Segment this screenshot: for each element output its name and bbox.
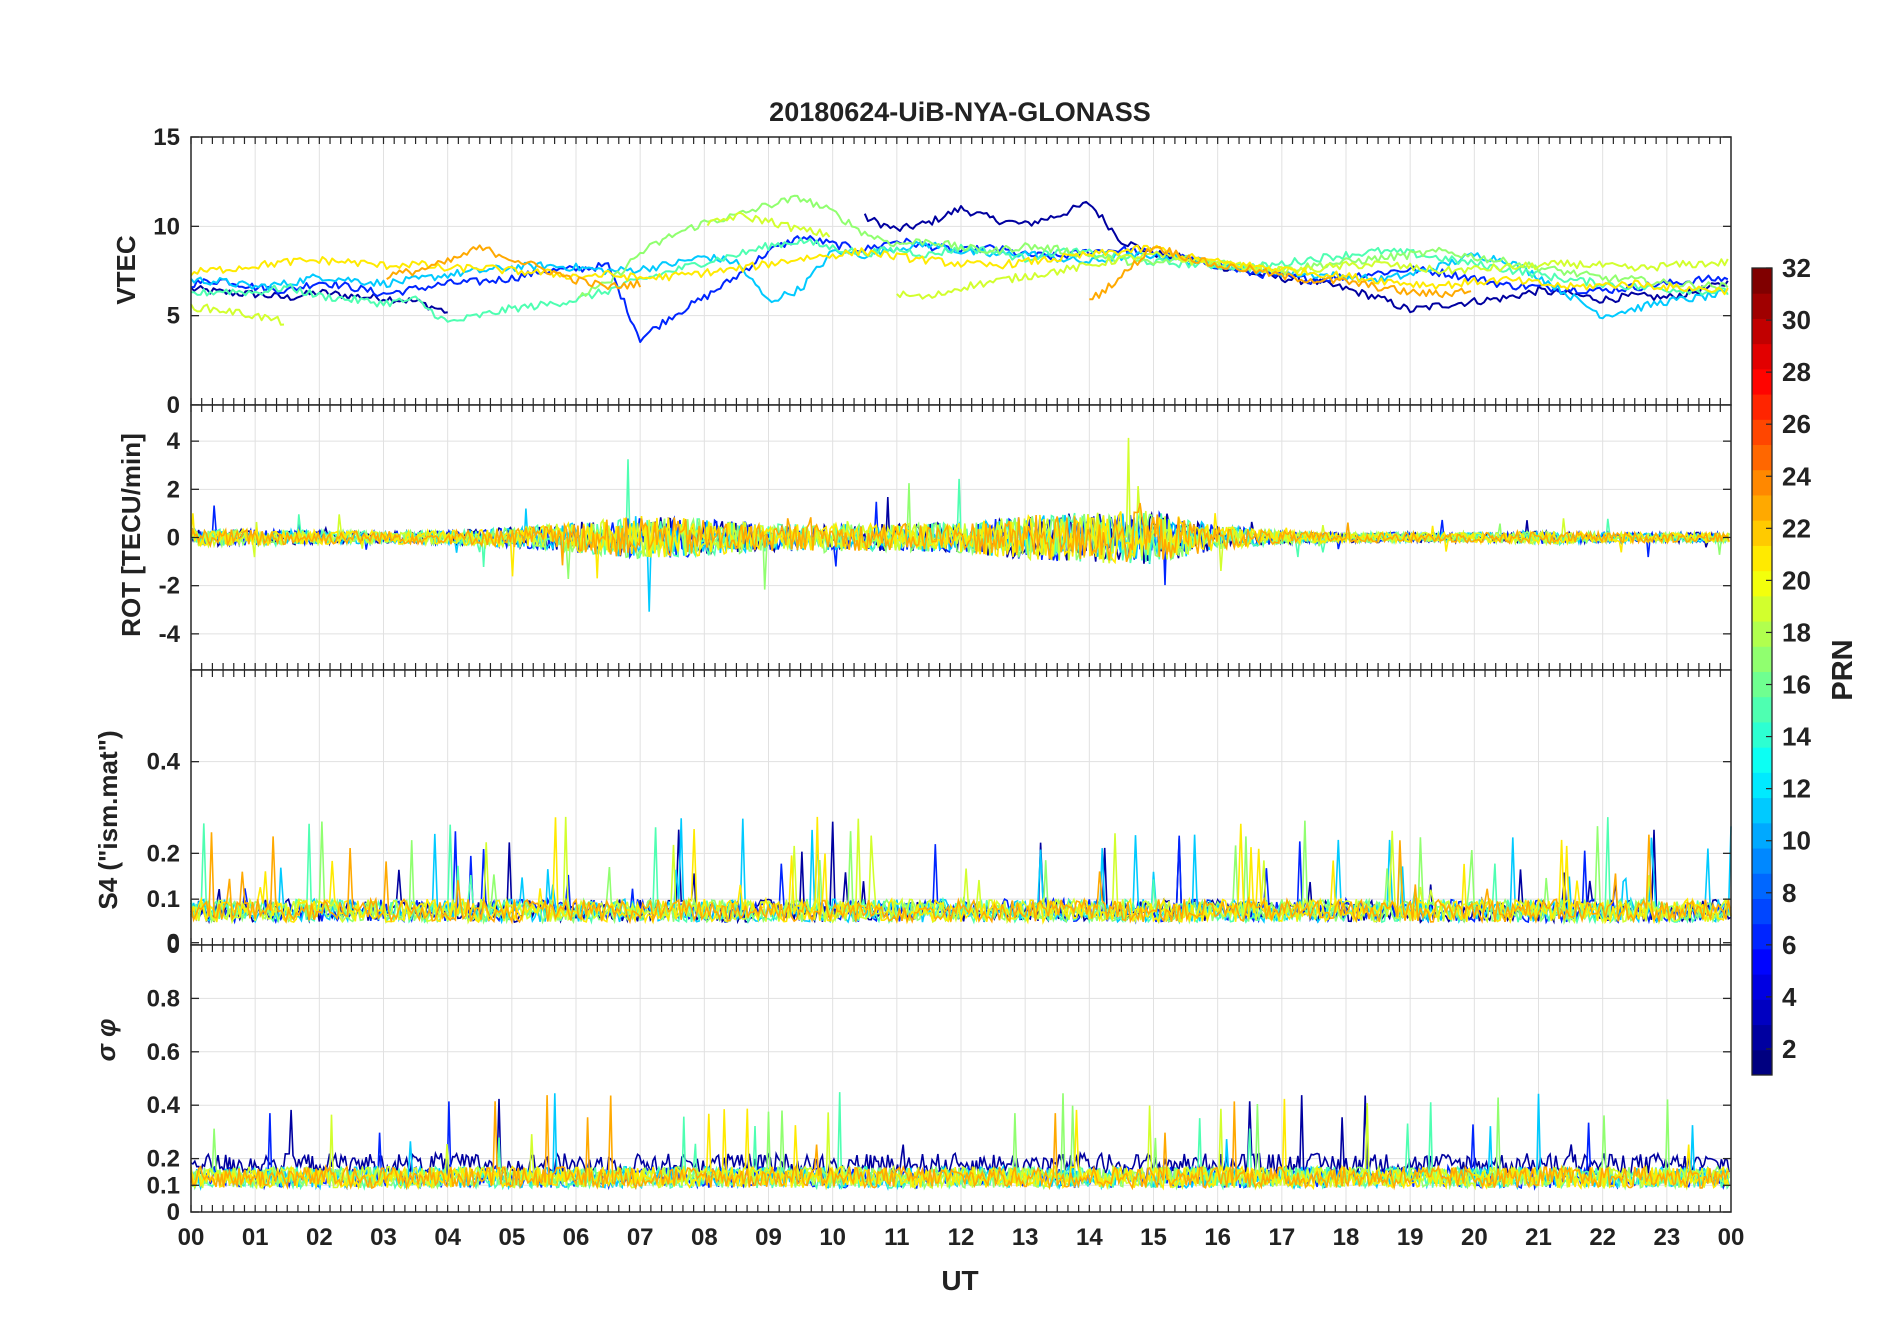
x-tick-label: 23 [1653,1224,1680,1251]
vtec-series-group [190,194,1729,343]
rot-series-group [190,437,1730,612]
vtec-series-prn-21 [190,244,1729,296]
vtec-y-label: VTEC [111,235,141,305]
rot-y-tick: 4 [167,428,181,455]
s4-series-prn-23 [190,832,1732,925]
x-tick-label: 02 [306,1224,333,1251]
rot-y-tick: -4 [159,621,181,648]
rot-series-prn-23 [190,502,1730,566]
x-tick-label: 16 [1204,1224,1231,1251]
rot-y-tick: -2 [159,573,180,600]
colorbar-tick-label: 22 [1782,513,1811,543]
colorbar-label: PRN [1827,639,1859,700]
sigma_phi-y-tick: 0 [167,1199,180,1226]
vtec-y-tick: 0 [167,392,180,419]
x-tick-label: 14 [1076,1224,1103,1251]
sigma_phi-y-tick: 0.2 [147,1146,180,1173]
x-tick-label: 20 [1461,1224,1488,1251]
vtec-y-tick: 5 [167,303,180,330]
vtec-series-prn-23 [386,244,1472,301]
colorbar-tick-label: 2 [1782,1034,1796,1064]
x-tick-label: 07 [627,1224,654,1251]
colorbar-tick-label: 18 [1782,617,1811,647]
s4-y-tick: 0 [167,930,180,957]
s4-panel: 000.10.20.4 [147,669,1732,959]
x-tick-label: 18 [1333,1224,1360,1251]
x-tick-label: 10 [819,1224,846,1251]
rot-y-tick: 0 [167,525,180,552]
colorbar-tick-label: 30 [1782,305,1811,335]
colorbar-tick-label: 12 [1782,774,1811,804]
colorbar-tick-label: 10 [1782,826,1811,856]
colorbar-tick-label: 14 [1782,722,1811,752]
sigma_phi-y-tick: 0.1 [147,1172,180,1199]
colorbar-tick-label: 32 [1782,253,1811,283]
s4-y-tick: 0.2 [147,840,180,867]
rot-series-prn-21 [190,511,1730,579]
colorbar-tick-label: 26 [1782,409,1811,439]
x-tick-label: 00 [178,1224,205,1251]
x-tick-label: 09 [755,1224,782,1251]
x-tick-label: 19 [1397,1224,1424,1251]
x-tick-label: 13 [1012,1224,1039,1251]
x-tick-label: 06 [563,1224,590,1251]
x-tick-label: 01 [242,1224,269,1251]
s4-y-tick: 0 [167,932,180,959]
s4-series-prn-21 [190,816,1732,925]
x-tick-label: 11 [884,1224,909,1251]
x-tick-label: 12 [948,1224,975,1251]
x-axis-ticks: 00 01 02 03 04 05 06 07 08 09 10 11 12 13 14 15 16 17 18 19… [178,1224,1745,1251]
x-tick-label: 00 [1718,1224,1745,1251]
sigma-phi-panel: 00.10.2 0.4 0.6 0.8 [147,944,1732,1226]
s4-y-tick: 0.4 [147,749,181,776]
s4-y-tick: 0.1 [147,886,180,913]
x-tick-label: 17 [1268,1224,1295,1251]
colorbar-tick-label: 8 [1782,878,1796,908]
rot-y-tick: 2 [167,476,180,503]
sigma-phi-y-label: σ φ [91,1019,121,1062]
x-tick-label: 15 [1140,1224,1167,1251]
sigma_phi-series-group [190,1092,1730,1192]
chart-title: 20180624-UiB-NYA-GLONASS [769,97,1151,127]
vtec-series-prn-19 [190,211,1729,326]
vtec-y-tick: 15 [153,124,180,151]
colorbar-tick-label: 16 [1782,670,1811,700]
x-tick-label: 04 [434,1224,461,1251]
vtec-series-prn-6 [190,235,1729,343]
x-tick-label: 22 [1589,1224,1616,1251]
colorbar-tick-label: 24 [1782,461,1811,491]
colorbar-tick-label: 20 [1782,565,1811,595]
rot-panel: -4 -2 0 2 4 [159,404,1732,671]
colorbar-tick-label: 28 [1782,357,1811,387]
sigma-phi-series-prn-23 [190,1095,1730,1191]
s4-y-label: S4 ("ism.mat") [93,730,123,909]
x-tick-label: 21 [1525,1224,1552,1251]
x-tick-label: 03 [370,1224,397,1251]
s4-series-group [190,816,1732,926]
sigma_phi-y-tick: 0.4 [147,1092,181,1119]
x-tick-label: 05 [498,1224,525,1251]
sigma_phi-y-tick: 0.8 [147,985,180,1012]
colorbar-tick-label: 4 [1782,982,1797,1012]
x-axis-label: UT [941,1265,978,1296]
vtec-y-tick: 10 [153,213,180,240]
sigma_phi-y-tick: 0.6 [147,1039,180,1066]
vtec-panel: 0 5 10 15 [153,124,1732,419]
x-tick-label: 08 [691,1224,718,1251]
rot-y-label: ROT [TECU/min] [116,433,146,637]
colorbar-tick-label: 6 [1782,930,1796,960]
